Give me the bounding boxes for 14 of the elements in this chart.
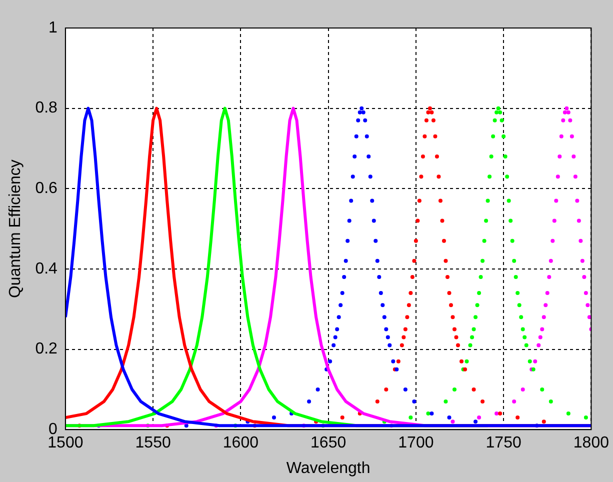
y-tick-label: 0.2: [35, 340, 58, 358]
x-tick-label: 1750: [486, 434, 522, 452]
x-tick-label: 1500: [48, 434, 84, 452]
y-tick-label: 0.6: [35, 180, 58, 198]
x-tick-label: 1550: [135, 434, 171, 452]
y-tick-label: 0.4: [35, 260, 58, 278]
y-axis-title: Quantum Efficiency: [7, 160, 24, 298]
x-tick-label: 1800: [573, 434, 610, 452]
x-tick-label: 1650: [310, 434, 346, 452]
x-tick-label: 1700: [398, 434, 434, 452]
y-tick-label: 1: [48, 19, 58, 36]
y-tick-label: 0.8: [35, 100, 58, 117]
x-tick-label: 1600: [222, 434, 259, 452]
x-axis-title: Wavelength: [286, 460, 370, 477]
